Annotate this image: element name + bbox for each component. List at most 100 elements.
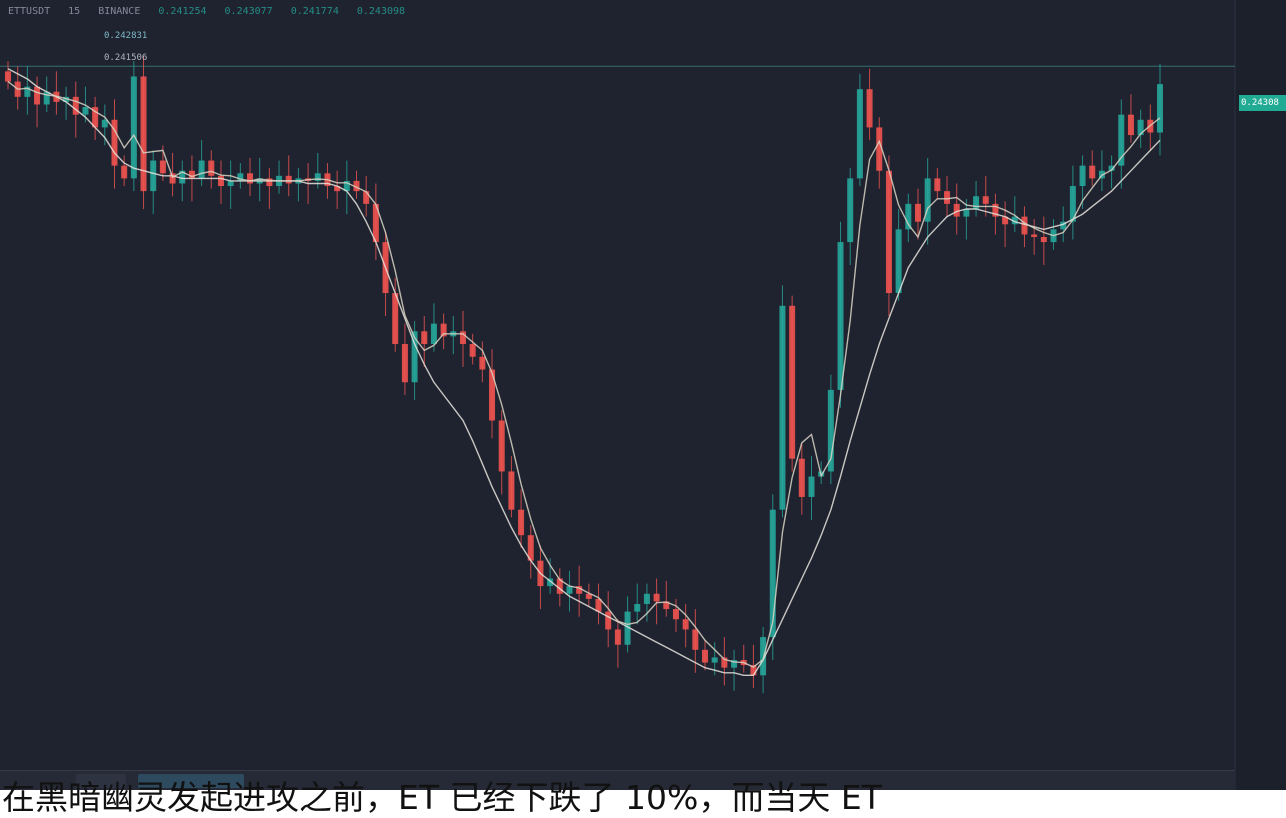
candle-body <box>527 535 534 561</box>
candle-body <box>963 208 970 217</box>
candle-body <box>634 603 641 612</box>
candle-body <box>208 160 215 176</box>
ohlc-interval: 15 <box>68 6 81 17</box>
candle-body <box>1089 165 1096 179</box>
candle-body <box>72 96 79 115</box>
candle-body <box>285 175 292 184</box>
candle-body <box>808 476 815 497</box>
candle-body <box>343 180 350 192</box>
candle-body <box>1137 119 1144 136</box>
price-scale-panel <box>1235 0 1286 790</box>
candle-body <box>827 389 834 472</box>
candle-body <box>1002 216 1009 225</box>
candle-body <box>489 369 496 421</box>
candle-body <box>605 611 612 630</box>
candle-body <box>789 305 796 459</box>
candle-body <box>237 173 244 181</box>
toolbar-tab-active[interactable] <box>138 774 244 788</box>
candle-body <box>169 173 176 184</box>
candle-body <box>411 331 418 383</box>
candle-body <box>314 173 321 181</box>
candle-body <box>150 160 157 192</box>
candle-body <box>247 173 254 184</box>
candle-body <box>721 657 728 668</box>
candle-body <box>953 203 960 217</box>
price-chart[interactable]: ETTUSDT 15 BINANCE 0.241254 0.243077 0.241774… <box>0 0 1286 790</box>
candle-body <box>837 242 844 390</box>
candle-body <box>682 619 689 630</box>
candle-body <box>1127 114 1134 136</box>
candle-body <box>518 509 525 536</box>
candle-body <box>1118 114 1125 166</box>
candle-body <box>866 89 873 128</box>
candle-body <box>702 649 709 663</box>
candle-body <box>1011 216 1018 225</box>
candle-body <box>547 578 554 587</box>
candle-body <box>401 344 408 383</box>
candle-body <box>392 293 399 345</box>
candle-body <box>663 601 670 610</box>
candle-body <box>159 160 166 174</box>
candle-body <box>769 509 776 638</box>
candle-body <box>140 76 147 192</box>
candle-body <box>1021 216 1028 235</box>
candle-body <box>885 170 892 294</box>
candle-body <box>760 637 767 676</box>
ohlc-exchange: BINANCE <box>98 6 141 17</box>
current-price-badge: 0.24308 <box>1239 95 1286 111</box>
candle-body <box>34 86 41 105</box>
candle-body <box>692 629 699 650</box>
ohlc-low: 0.241774 <box>290 6 339 17</box>
ma-line-fast <box>7 80 1161 668</box>
candle-body <box>566 586 573 594</box>
candle-body <box>1040 237 1047 243</box>
candle-body <box>876 127 883 171</box>
ohlc-legend: ETTUSDT 15 BINANCE 0.241254 0.243077 0.241774… <box>8 6 423 17</box>
candle-body <box>992 203 999 217</box>
candle-body <box>944 191 951 204</box>
candle-body <box>266 178 273 187</box>
candle-body <box>556 578 563 594</box>
candle-body <box>624 611 631 645</box>
toolbar-tab[interactable] <box>76 774 126 788</box>
candle-body <box>895 229 902 294</box>
candle-body <box>643 593 650 604</box>
bottom-toolbar <box>0 770 1235 790</box>
candle-body <box>1108 165 1115 171</box>
candle-body <box>179 170 186 184</box>
candle-body <box>585 593 592 599</box>
candle-body <box>498 420 505 472</box>
candle-body <box>1060 221 1067 230</box>
candle-body <box>198 160 205 179</box>
candle-body <box>101 119 108 128</box>
candle-body <box>469 344 476 357</box>
candle-body <box>731 660 738 668</box>
ohlc-open: 0.241254 <box>158 6 207 17</box>
candle-body <box>924 178 931 222</box>
candle-body <box>576 586 583 594</box>
candle-body <box>982 196 989 204</box>
candle-body <box>5 71 11 82</box>
candle-body <box>1157 84 1163 133</box>
candle-body <box>121 165 128 179</box>
candle-body <box>905 203 912 230</box>
candle-body <box>479 356 486 370</box>
article-caption: 在黑暗幽灵发起进攻之前，ET 已经下跌了 10%，而当天 ET <box>2 778 882 817</box>
candle-body <box>43 91 50 105</box>
price-chart-plot[interactable] <box>0 0 1286 790</box>
candle-body <box>1079 165 1086 187</box>
ma-fast-label: 0.242831 <box>104 31 148 41</box>
candle-body <box>24 86 31 97</box>
candle-body <box>934 178 941 192</box>
candle-body <box>440 323 447 337</box>
candle-body <box>711 657 718 663</box>
candle-body <box>798 458 805 497</box>
candle-body <box>508 471 515 510</box>
candle-body <box>188 170 195 179</box>
ohlc-high: 0.243077 <box>224 6 273 17</box>
candle-body <box>111 119 118 166</box>
candle-body <box>1069 186 1076 222</box>
candle-body <box>363 191 370 204</box>
candle-body <box>372 203 379 243</box>
candle-body <box>1031 234 1038 237</box>
